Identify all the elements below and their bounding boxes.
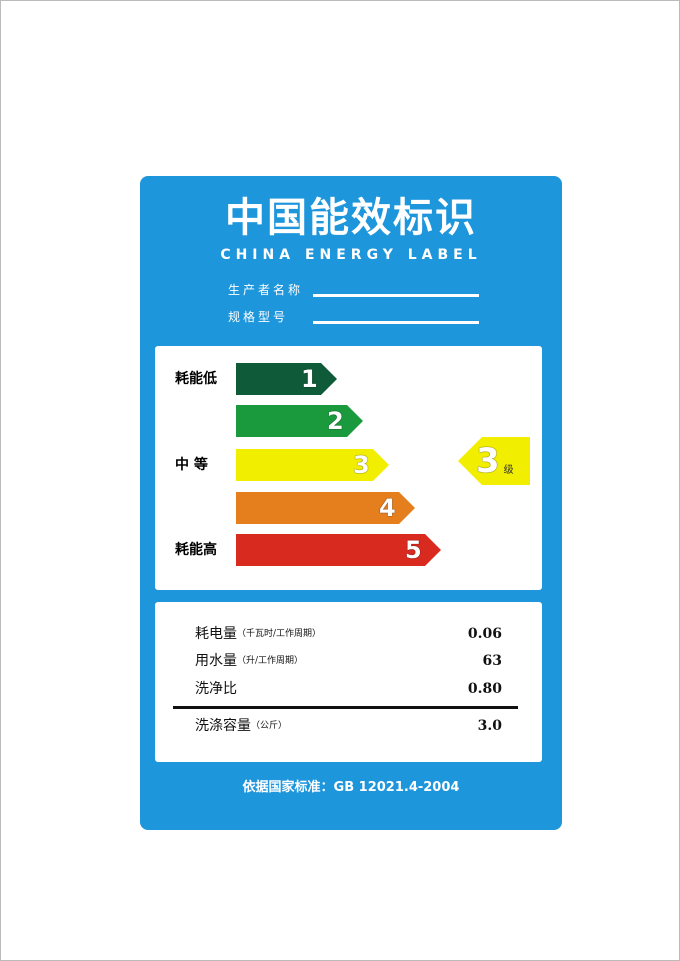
grade-arrow-3: 3 (236, 449, 389, 481)
current-grade-suffix: 级 (503, 465, 514, 476)
spec-unit: （升/工作周期） (237, 656, 304, 666)
arrow-shape (236, 405, 363, 437)
spec-name: 用水量 (195, 653, 237, 669)
arrow-shape (236, 534, 441, 566)
grade-number: 3 (353, 451, 370, 479)
divider (173, 706, 518, 709)
spec-row-water: 用水量 （升/工作周期） 63 (195, 651, 502, 671)
spec-value: 0.06 (467, 626, 502, 642)
label-high: 耗能高 (175, 542, 217, 558)
model-label: 规格型号 (228, 310, 289, 324)
grade-number: 5 (405, 536, 422, 564)
grade-arrow-2: 2 (236, 405, 363, 437)
spec-unit: （公斤） (251, 721, 288, 731)
grade-arrow-5: 5 (236, 534, 441, 566)
spec-row-power: 耗电量 （千瓦时/工作周期） 0.06 (195, 624, 502, 644)
current-grade-indicator: 3 级 (458, 437, 530, 485)
spec-row-wash-ratio: 洗净比 0.80 (195, 679, 502, 699)
label-low: 耗能低 (175, 371, 217, 387)
arrow-shape (236, 492, 415, 524)
spec-value: 3.0 (477, 718, 502, 734)
indicator-arrow-shape (458, 437, 530, 485)
grade-arrow-1: 1 (236, 363, 337, 395)
label-title: 中国能效标识 (225, 195, 477, 241)
grade-number: 2 (327, 407, 344, 435)
manufacturer-line (313, 294, 479, 297)
spec-name: 洗涤容量 (195, 718, 251, 734)
model-line (313, 321, 479, 324)
energy-label: 中国能效标识 CHINA ENERGY LABEL 生产者名称 规格型号 耗能低… (140, 176, 562, 830)
current-grade-text: 3 级 (476, 437, 514, 485)
spec-value: 0.80 (467, 681, 502, 697)
specs-panel: 耗电量 （千瓦时/工作周期） 0.06 用水量 （升/工作周期） 63 洗净比 0.80 … (155, 602, 542, 762)
grade-number: 4 (379, 494, 396, 522)
grade-number: 1 (301, 365, 318, 393)
grade-arrow-4: 4 (236, 492, 415, 524)
label-subtitle: CHINA ENERGY LABEL (220, 247, 482, 263)
arrow-shape (236, 363, 337, 395)
current-grade-number: 3 (476, 441, 500, 481)
spec-row-capacity: 洗涤容量 （公斤） 3.0 (195, 716, 502, 736)
manufacturer-label: 生产者名称 (228, 283, 304, 297)
standard-reference: 依据国家标准：GB 12021.4-2004 (242, 780, 460, 795)
arrow-shape (236, 449, 389, 481)
spec-value: 63 (482, 653, 502, 669)
spec-name: 洗净比 (195, 681, 237, 697)
spec-unit: （千瓦时/工作周期） (237, 629, 322, 639)
spec-name: 耗电量 (195, 626, 237, 642)
label-mid: 中 等 (175, 457, 208, 473)
